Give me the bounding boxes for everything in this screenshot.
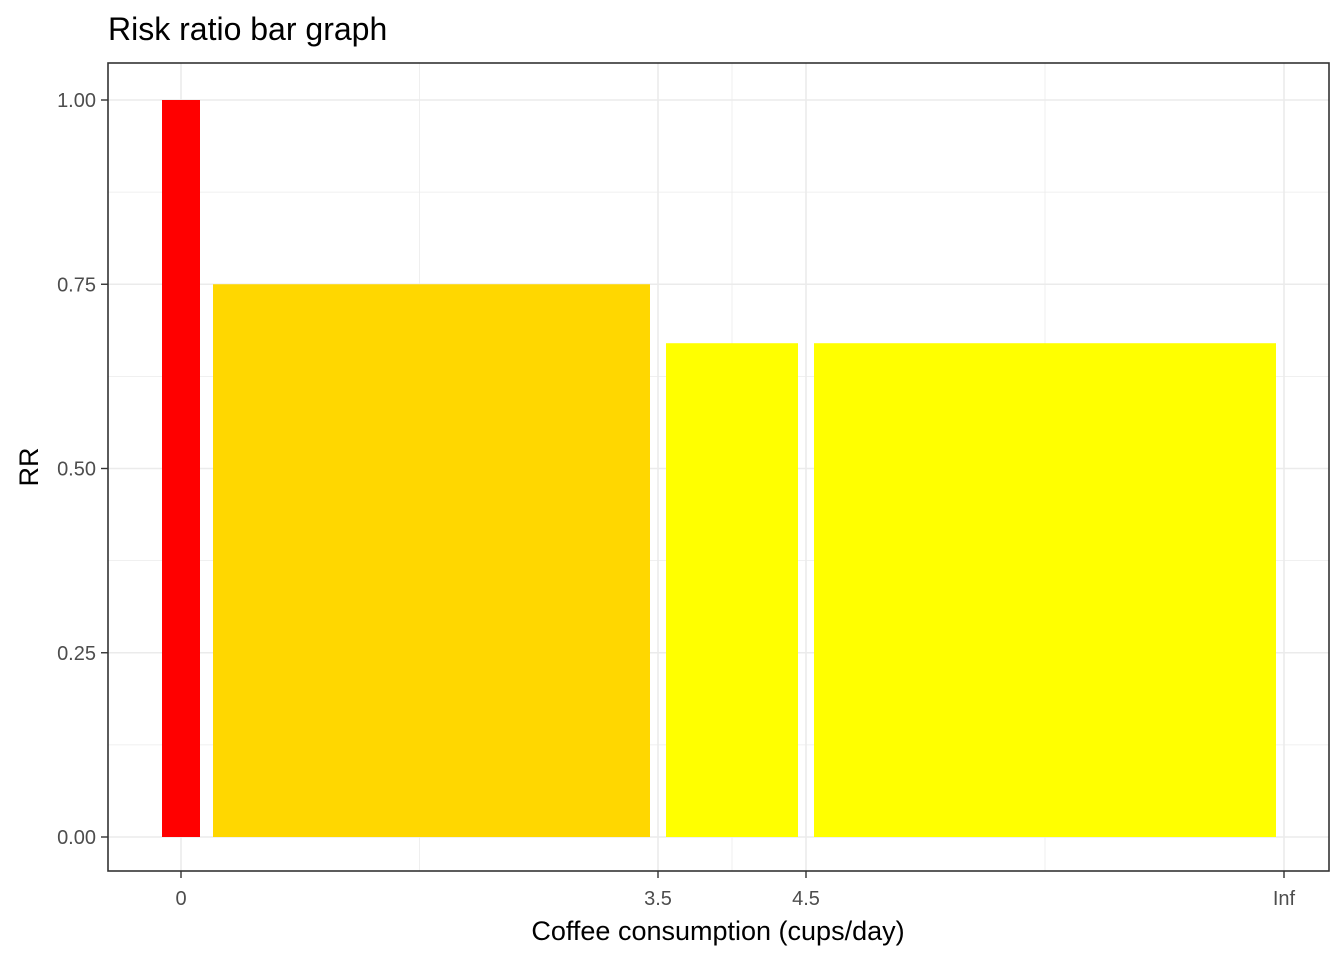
y-axis: 0.00 0.25 0.50 0.75 1.00 (57, 90, 108, 849)
bar (814, 343, 1276, 837)
panel-border (107, 62, 1330, 872)
x-tick-label: 0 (175, 888, 186, 910)
y-axis-title: RR (14, 448, 44, 487)
bars (162, 100, 1276, 837)
y-tick-label: 0.25 (57, 643, 96, 665)
x-tick-label: Inf (1273, 888, 1296, 910)
y-tick-label: 1.00 (57, 90, 96, 112)
x-axis: 0 3.5 4.5 Inf (175, 871, 1296, 910)
chart-title: Risk ratio bar graph (108, 11, 387, 47)
x-axis-title: Coffee consumption (cups/day) (531, 916, 904, 946)
y-tick-label: 0.00 (57, 827, 96, 849)
bar (666, 343, 798, 837)
y-tick-label: 0.50 (57, 459, 96, 481)
x-tick-label: 4.5 (792, 888, 820, 910)
bar (162, 100, 200, 837)
x-tick-label: 3.5 (644, 888, 672, 910)
bar (213, 284, 650, 837)
y-tick-label: 0.75 (57, 274, 96, 296)
